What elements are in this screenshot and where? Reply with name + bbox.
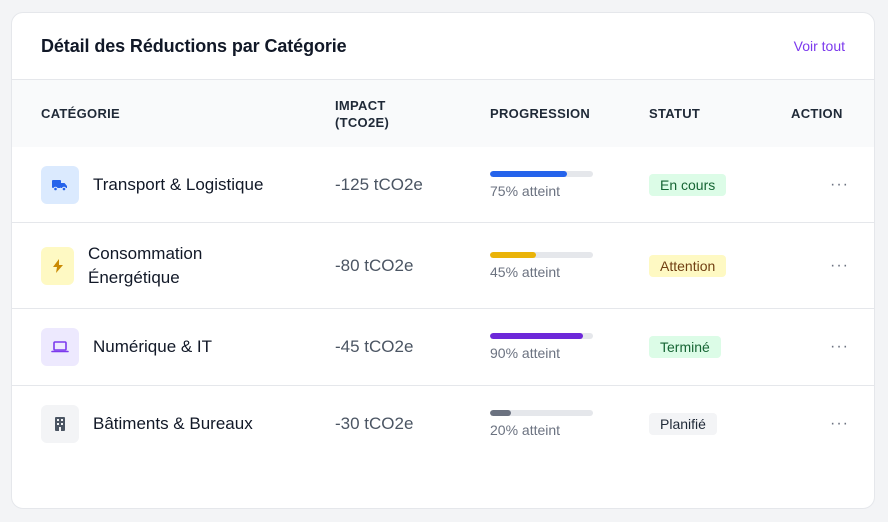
progress-bar-fill (490, 333, 583, 339)
truck-icon (41, 165, 79, 204)
lightning-icon (41, 246, 74, 285)
progress-text: 75% atteint (490, 182, 561, 199)
more-horizontal-icon[interactable]: ··· (830, 256, 849, 274)
category-label: Consommation Énergétique (88, 243, 203, 287)
column-header-category: CATÉGORIE (41, 106, 121, 121)
status-badge: En cours (649, 173, 727, 196)
progress-cell: 90% atteint (490, 309, 593, 385)
more-horizontal-icon[interactable]: ··· (830, 175, 849, 193)
status-badge: Planifié (649, 413, 717, 435)
category-label: Transport & Logistique (93, 174, 264, 194)
column-header-action: ACTION (791, 106, 843, 121)
column-header-impact-line2: (TCO2E) (335, 114, 390, 130)
table-row: Transport & Logistique -125 tCO2e 75% at… (12, 147, 874, 223)
table-header: CATÉGORIE IMPACT (TCO2E) PROGRESSION STAT… (12, 80, 874, 147)
progress-bar-fill (490, 170, 568, 177)
category-cell: Consommation Énergétique (41, 223, 238, 308)
card-title: Détail des Réductions par Catégorie (41, 35, 347, 56)
table-row: Bâtiments & Bureaux -30 tCO2e 20% attein… (12, 386, 874, 462)
more-horizontal-icon[interactable]: ··· (830, 415, 849, 432)
progress-bar (490, 170, 593, 177)
progress-bar-fill (490, 251, 537, 258)
more-horizontal-icon[interactable]: ··· (830, 338, 849, 355)
progress-bar (490, 333, 593, 339)
column-header-progress: PROGRESSION (490, 106, 591, 121)
impact-value: -80 tCO2e (335, 255, 414, 275)
column-header-status: STATUT (649, 106, 701, 121)
status-cell: Planifié (649, 386, 717, 462)
progress-text: 45% atteint (490, 263, 561, 280)
column-header-impact: IMPACT (TCO2E) (335, 80, 389, 147)
progress-bar (490, 410, 593, 416)
impact-value: -45 tCO2e (335, 337, 414, 356)
category-cell: Bâtiments & Bureaux (41, 386, 253, 462)
progress-cell: 75% atteint (490, 147, 593, 222)
category-cell: Numérique & IT (41, 309, 212, 385)
status-cell: Terminé (649, 309, 721, 385)
table-row: Numérique & IT -45 tCO2e 90% atteint Ter… (12, 309, 874, 386)
laptop-icon (41, 328, 79, 366)
progress-bar (490, 251, 593, 258)
progress-cell: 45% atteint (490, 223, 593, 308)
card-header: Détail des Réductions par Catégorie Voir… (12, 13, 874, 80)
progress-bar-fill (490, 410, 511, 416)
progress-text: 90% atteint (490, 345, 561, 361)
impact-value: -30 tCO2e (335, 414, 414, 433)
building-icon (41, 405, 79, 443)
progress-text: 20% atteint (490, 422, 561, 438)
table-row: Consommation Énergétique -80 tCO2e 45% a… (12, 223, 874, 309)
status-badge: Terminé (649, 336, 721, 358)
impact-value: -125 tCO2e (335, 174, 423, 194)
progress-cell: 20% atteint (490, 386, 593, 462)
category-label: Bâtiments & Bureaux (93, 414, 253, 433)
status-badge: Attention (649, 254, 727, 277)
category-cell: Transport & Logistique (41, 147, 263, 222)
status-cell: En cours (649, 147, 727, 222)
column-header-impact-line1: IMPACT (335, 97, 386, 113)
status-cell: Attention (649, 223, 727, 308)
reductions-card: Détail des Réductions par Catégorie Voir… (11, 12, 875, 509)
see-all-link[interactable]: Voir tout (793, 38, 845, 54)
category-label: Numérique & IT (93, 337, 213, 356)
